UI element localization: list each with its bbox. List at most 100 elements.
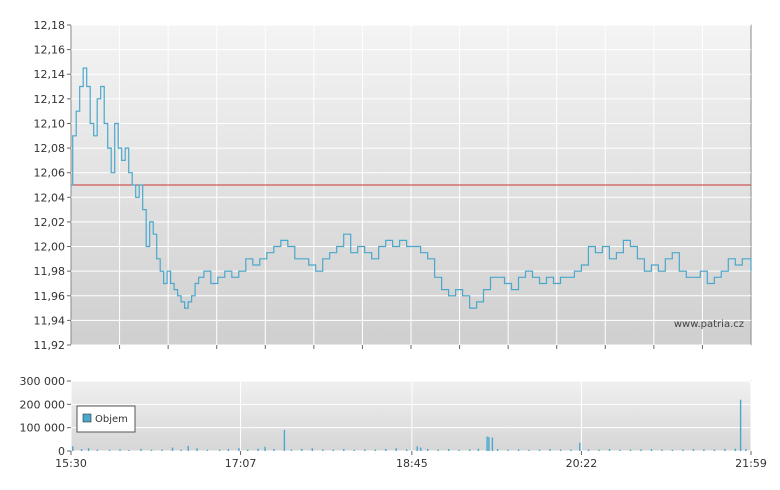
volume-bar xyxy=(619,449,621,451)
volume-bar xyxy=(469,449,471,451)
volume-bar xyxy=(713,449,716,451)
volume-bar xyxy=(301,448,303,451)
volume-bar xyxy=(140,448,142,451)
price-x-tick-marks xyxy=(119,345,703,349)
price-y-tick-label: 11,98 xyxy=(34,265,66,278)
volume-bar xyxy=(608,449,611,451)
volume-plot-background xyxy=(70,380,752,452)
volume-bar xyxy=(395,448,397,451)
price-y-tick-label: 12,08 xyxy=(34,142,66,155)
volume-bar xyxy=(108,449,111,451)
volume-bar xyxy=(598,449,600,451)
volume-bar xyxy=(87,448,90,451)
volume-bar xyxy=(406,449,408,451)
volume-bar xyxy=(507,449,509,451)
volume-bar xyxy=(559,449,562,451)
volume-bar xyxy=(745,449,747,451)
volume-x-axis: 15:30 17:07 18:45 20:22 21:59 xyxy=(55,451,767,470)
volume-bar xyxy=(437,449,439,451)
volume-bar xyxy=(180,449,182,451)
volume-bar xyxy=(385,448,387,451)
volume-bar xyxy=(528,449,530,451)
volume-legend: Objem xyxy=(76,405,136,433)
volume-bar xyxy=(549,449,551,451)
price-y-tick-label: 12,14 xyxy=(34,68,66,81)
volume-y-tick-label: 200 000 xyxy=(20,398,66,411)
volume-bar xyxy=(488,437,490,451)
volume-bar xyxy=(206,449,209,451)
volume-bar xyxy=(187,445,189,451)
volume-x-tick-label: 20:22 xyxy=(566,457,598,470)
volume-bar xyxy=(283,430,286,451)
volume-bar xyxy=(629,449,632,451)
price-chart: 12,18 12,16 12,14 12,12 12,10 12,08 12,06 12,04… xyxy=(34,19,752,352)
volume-bar xyxy=(671,449,674,451)
volume-y-tick-label: 100 000 xyxy=(20,422,66,435)
volume-bars xyxy=(72,399,747,451)
volume-bar xyxy=(374,449,376,451)
price-y-tick-label: 12,02 xyxy=(34,216,66,229)
volume-bar xyxy=(739,399,742,451)
volume-bar xyxy=(420,447,422,451)
volume-bar xyxy=(416,446,418,451)
legend-swatch xyxy=(82,413,92,423)
volume-bar xyxy=(150,449,153,451)
volume-bar xyxy=(343,449,345,451)
price-y-tick-label: 11,94 xyxy=(34,314,66,327)
volume-bar xyxy=(724,448,726,451)
volume-y-tick-label: 0 xyxy=(58,445,65,458)
watermark-text: www.patria.cz xyxy=(674,319,744,330)
volume-bar xyxy=(491,437,494,451)
volume-bar xyxy=(587,449,590,451)
volume-bar xyxy=(80,449,83,451)
volume-bar xyxy=(161,449,163,451)
volume-bar xyxy=(96,449,98,451)
volume-bar xyxy=(640,449,642,451)
volume-bar xyxy=(650,449,653,451)
volume-bar xyxy=(322,449,324,451)
volume-bar xyxy=(570,449,572,451)
price-y-tick-label: 12,10 xyxy=(34,117,66,130)
volume-bar xyxy=(257,448,259,451)
volume-bar xyxy=(427,448,429,451)
volume-bar xyxy=(311,448,313,451)
volume-bar xyxy=(661,449,663,451)
volume-bar xyxy=(72,446,74,451)
price-y-tick-label: 11,92 xyxy=(34,339,66,352)
volume-y-axis: 300 000 200 000 100 000 0 xyxy=(20,375,71,458)
volume-x-tick-label: 17:07 xyxy=(225,457,257,470)
volume-bar xyxy=(238,448,240,451)
volume-bar xyxy=(538,449,541,451)
volume-bar xyxy=(458,449,460,451)
volume-x-tick-label: 21:59 xyxy=(735,457,767,470)
volume-bar xyxy=(448,449,450,451)
volume-bar xyxy=(227,449,230,451)
legend-label: Objem xyxy=(95,414,128,425)
volume-bar xyxy=(273,449,275,451)
volume-bar xyxy=(128,450,130,451)
price-series-line xyxy=(71,67,752,309)
volume-bar xyxy=(734,448,737,451)
volume-bar xyxy=(119,449,121,451)
volume-bar xyxy=(196,448,198,451)
volume-chart: 300 000 200 000 100 000 0 15:30 17:07 18:45 20… xyxy=(20,375,767,470)
volume-bar xyxy=(682,449,684,451)
volume-bar xyxy=(477,448,480,451)
volume-x-tick-label: 18:45 xyxy=(396,457,428,470)
price-y-axis: 12,18 12,16 12,14 12,12 12,10 12,08 12,06 12,04… xyxy=(34,19,71,352)
volume-bar xyxy=(364,449,366,451)
price-y-tick-label: 11,96 xyxy=(34,290,66,303)
volume-bar xyxy=(332,449,334,451)
volume-bar xyxy=(703,449,705,451)
price-y-tick-label: 12,04 xyxy=(34,191,66,204)
volume-y-tick-label: 300 000 xyxy=(20,375,66,388)
volume-bar xyxy=(496,449,499,451)
volume-bar xyxy=(579,442,581,451)
volume-bar xyxy=(219,449,221,451)
price-y-tick-label: 12,00 xyxy=(34,241,66,254)
price-y-tick-label: 12,16 xyxy=(34,44,66,57)
volume-bar xyxy=(264,446,266,451)
volume-bar xyxy=(692,449,695,451)
volume-bar xyxy=(247,449,249,451)
